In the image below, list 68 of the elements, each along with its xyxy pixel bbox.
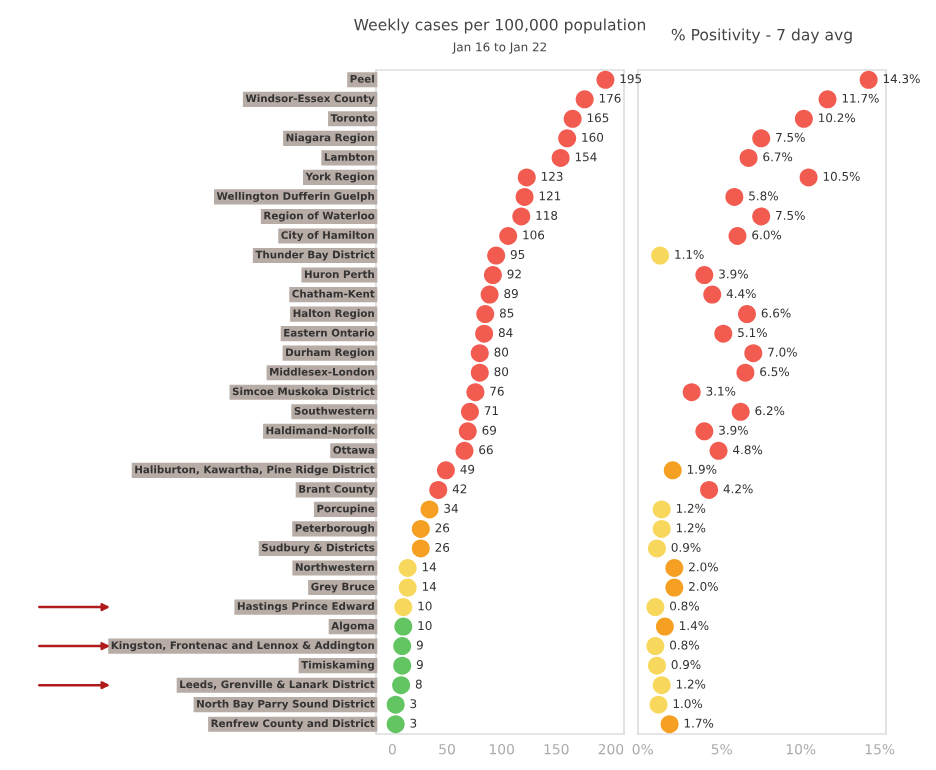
- point: [393, 637, 412, 656]
- point: [739, 148, 758, 167]
- point: [551, 148, 570, 167]
- point: [475, 324, 494, 343]
- point: [411, 519, 430, 538]
- point: [709, 441, 728, 460]
- point: [483, 266, 502, 285]
- point: [794, 109, 813, 128]
- point: [703, 285, 722, 304]
- point: [737, 305, 756, 324]
- point: [647, 656, 666, 675]
- point: [655, 617, 674, 636]
- point: [460, 402, 479, 421]
- point: [652, 676, 671, 695]
- point: [859, 70, 878, 89]
- point: [458, 422, 477, 441]
- point: [736, 363, 755, 382]
- point: [818, 90, 837, 109]
- point: [394, 598, 413, 617]
- point: [392, 676, 411, 695]
- point: [558, 129, 577, 148]
- point: [436, 461, 455, 480]
- point: [725, 187, 744, 206]
- point: [512, 207, 531, 226]
- point: [665, 559, 684, 577]
- point: [731, 402, 750, 421]
- point: [411, 539, 430, 558]
- point: [752, 207, 771, 226]
- point: [476, 305, 495, 324]
- point: [386, 695, 405, 714]
- point: [429, 480, 448, 499]
- point: [695, 422, 714, 441]
- point: [651, 246, 670, 265]
- point: [652, 500, 671, 519]
- point: [470, 344, 489, 363]
- point: [652, 519, 671, 538]
- point: [515, 187, 534, 206]
- point: [480, 285, 499, 304]
- point: [799, 168, 818, 187]
- point: [466, 383, 485, 402]
- point: [455, 441, 474, 460]
- point: [499, 227, 518, 245]
- point: [487, 246, 506, 265]
- point: [596, 70, 615, 89]
- point: [660, 715, 679, 734]
- point: [517, 168, 536, 187]
- point: [649, 695, 668, 714]
- point: [394, 617, 413, 636]
- point: [393, 656, 412, 675]
- point: [398, 578, 417, 597]
- point: [470, 363, 489, 382]
- point: [700, 480, 719, 499]
- point: [646, 598, 665, 617]
- point: [695, 266, 714, 285]
- point: [744, 344, 763, 363]
- point: [714, 324, 733, 343]
- point: [575, 90, 594, 109]
- point: [386, 715, 405, 734]
- point: [420, 500, 439, 519]
- point: [752, 129, 771, 148]
- point: [563, 109, 582, 128]
- point: [398, 559, 417, 577]
- point: [646, 637, 665, 656]
- point: [682, 383, 701, 402]
- point: [663, 461, 682, 480]
- point: [728, 227, 747, 245]
- point: [665, 578, 684, 597]
- point: [647, 539, 666, 558]
